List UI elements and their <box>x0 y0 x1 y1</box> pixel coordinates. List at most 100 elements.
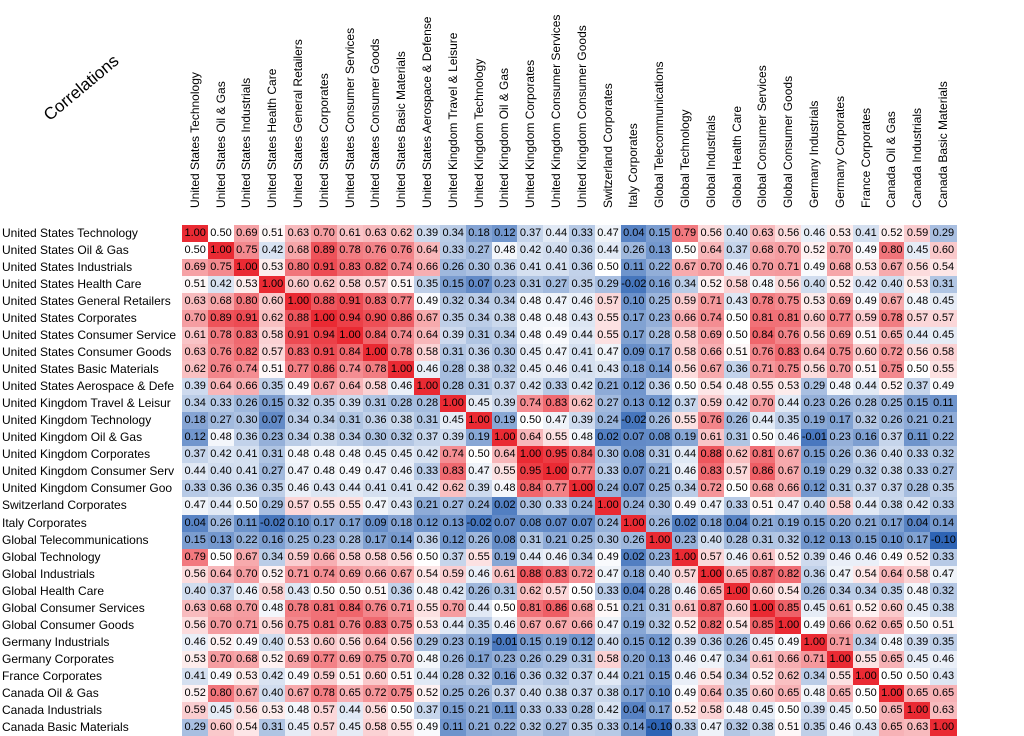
row-label: Global Consumer Services <box>2 600 145 615</box>
heatmap-cell: 0.40 <box>259 684 286 703</box>
heatmap-cell: 0.61 <box>491 565 518 584</box>
heatmap-cell: 0.47 <box>594 616 622 635</box>
heatmap-cell: 0.33 <box>414 463 441 481</box>
heatmap-cell: 0.49 <box>594 548 622 566</box>
row-label: United States Consumer Goods <box>2 345 172 360</box>
heatmap-cell: 0.47 <box>285 463 312 481</box>
heatmap-cell: 0.53 <box>259 701 286 720</box>
heatmap-cell: 0.70 <box>827 361 854 379</box>
heatmap-cell: 0.37 <box>904 378 931 396</box>
heatmap-cell: 0.26 <box>723 412 751 430</box>
heatmap-cell: 0.50 <box>723 310 751 328</box>
heatmap-cell: 0.45 <box>388 446 415 464</box>
heatmap-cell: 0.44 <box>517 548 544 566</box>
heatmap-cell: 0.36 <box>569 259 596 277</box>
heatmap-cell: 0.78 <box>285 599 312 618</box>
heatmap-cell: 0.64 <box>491 446 518 464</box>
heatmap-cell: 0.82 <box>233 344 260 362</box>
heatmap-cell: 0.44 <box>904 327 931 345</box>
heatmap-cell: 0.51 <box>930 616 957 635</box>
heatmap-cell: 0.81 <box>311 616 338 635</box>
heatmap-cell: 0.50 <box>388 701 415 720</box>
row-label: United Kingdom Oil & Gas <box>2 430 143 445</box>
heatmap-cell: 0.75 <box>207 259 235 277</box>
heatmap-cell: 0.51 <box>852 361 880 379</box>
row-label: Global Technology <box>2 549 101 564</box>
heatmap-cell: 0.36 <box>569 242 596 260</box>
heatmap-cell: 0.48 <box>414 650 441 669</box>
heatmap-cell: 0.15 <box>620 633 647 652</box>
heatmap-cell: 0.52 <box>878 378 905 396</box>
row-label: United Kingdom Travel & Leisur <box>2 396 171 411</box>
heatmap-cell: 0.20 <box>827 514 854 532</box>
heatmap-cell: 0.82 <box>362 259 389 277</box>
heatmap-cell: 0.68 <box>569 599 596 618</box>
heatmap-cell: 0.25 <box>878 395 905 413</box>
heatmap-cell: 0.42 <box>904 497 931 515</box>
heatmap-cell: 0.31 <box>827 480 854 498</box>
heatmap-cell: 0.31 <box>491 582 518 601</box>
heatmap-cell: 0.69 <box>336 650 364 669</box>
heatmap-cell: 0.34 <box>801 667 828 686</box>
heatmap-cell: 0.34 <box>336 429 364 447</box>
heatmap-cell: 0.49 <box>672 497 699 515</box>
heatmap-cell: 0.32 <box>465 667 493 686</box>
heatmap-cell: 0.37 <box>414 429 441 447</box>
heatmap-cell: 0.11 <box>930 395 957 413</box>
row-label: Global Industrials <box>2 566 95 581</box>
heatmap-cell: 0.46 <box>827 718 854 736</box>
heatmap-cell: 0.56 <box>672 361 699 379</box>
heatmap-cell: 0.46 <box>723 548 751 566</box>
heatmap-cell: 0.50 <box>491 599 518 618</box>
heatmap-cell: 0.48 <box>259 599 286 618</box>
heatmap-cell: 1.00 <box>646 531 673 549</box>
heatmap-cell: 0.31 <box>749 531 776 549</box>
heatmap-cell: 0.60 <box>723 599 751 618</box>
heatmap-cell: 0.16 <box>259 531 286 549</box>
column-label: Canada Basic Materials <box>930 0 956 222</box>
heatmap-cell: 0.83 <box>698 463 725 481</box>
heatmap-cell: 0.42 <box>517 242 544 260</box>
heatmap-cell: 0.45 <box>362 446 389 464</box>
heatmap-cell: 0.26 <box>440 259 467 277</box>
heatmap-cell: 0.30 <box>594 531 622 549</box>
heatmap-cell: 0.52 <box>259 565 286 584</box>
heatmap-cell: 0.51 <box>749 497 776 515</box>
heatmap-cell: 0.26 <box>827 395 854 413</box>
heatmap-cell: 0.17 <box>620 310 647 328</box>
heatmap-cell: 0.36 <box>852 446 880 464</box>
heatmap-cell: 0.81 <box>517 599 544 618</box>
heatmap-cell: 0.77 <box>285 361 312 379</box>
heatmap-cell: 0.46 <box>852 548 880 566</box>
column-label-text: Canada Industrials <box>910 107 925 208</box>
heatmap-cell: 0.34 <box>440 225 467 243</box>
heatmap-cell: 1.00 <box>233 259 260 277</box>
heatmap-cell: 0.65 <box>775 684 802 703</box>
heatmap-cell: 0.58 <box>672 344 699 362</box>
heatmap-cell: 0.39 <box>440 429 467 447</box>
heatmap-cell: 0.44 <box>672 446 699 464</box>
heatmap-cell: 0.17 <box>620 327 647 345</box>
heatmap-cell: 0.44 <box>465 599 493 618</box>
heatmap-cell: 0.63 <box>182 344 209 362</box>
heatmap-cell: 0.33 <box>594 582 622 601</box>
heatmap-cell: 0.82 <box>775 565 802 584</box>
heatmap-cell: 0.51 <box>594 599 622 618</box>
heatmap-cell: 0.28 <box>904 480 931 498</box>
heatmap-cell: 0.59 <box>311 667 338 686</box>
heatmap-cell: 0.49 <box>414 293 441 311</box>
heatmap-cell: 0.83 <box>362 293 389 311</box>
heatmap-cell: 0.66 <box>569 616 596 635</box>
heatmap-cell: 0.66 <box>775 650 802 669</box>
heatmap-cell: 0.65 <box>698 582 725 601</box>
heatmap-cell: 0.33 <box>594 463 622 481</box>
heatmap-cell: 0.62 <box>388 225 415 243</box>
heatmap-cell: 0.78 <box>362 361 389 379</box>
heatmap-cell: 0.70 <box>207 616 235 635</box>
heatmap-cell: 0.50 <box>904 361 931 379</box>
heatmap-cell: 1.00 <box>285 293 312 311</box>
heatmap-cell: 0.83 <box>233 327 260 345</box>
heatmap-cell: 0.49 <box>285 378 312 396</box>
heatmap-cell: 0.40 <box>801 276 828 294</box>
heatmap-cell: 0.46 <box>543 548 570 566</box>
